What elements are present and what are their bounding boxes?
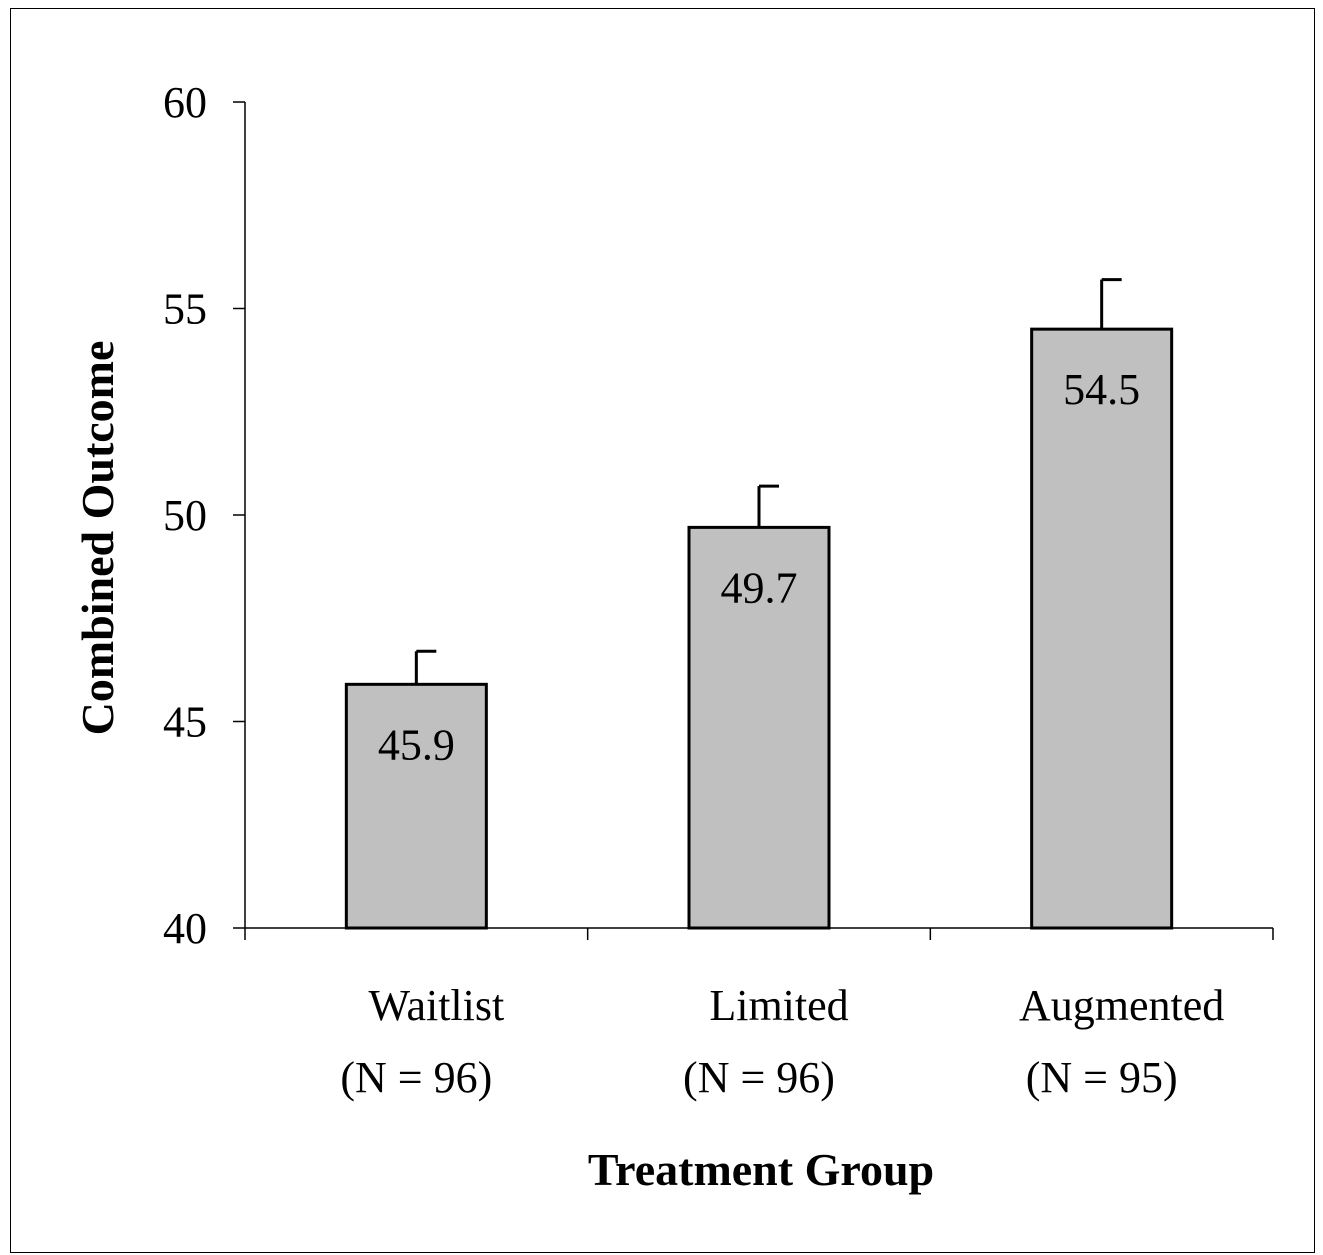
x-tick-label: Augmented <box>1019 981 1224 1030</box>
bar <box>1030 327 1174 930</box>
bar <box>687 525 831 930</box>
y-tick-label: 40 <box>163 904 207 953</box>
data-label: 49.7 <box>721 563 798 612</box>
x-tick-label: Waitlist <box>368 981 504 1030</box>
y-tick-label: 60 <box>163 78 207 127</box>
bar <box>344 682 488 930</box>
x-tick-sublabel: (N = 96) <box>683 1053 835 1102</box>
y-tick-label: 50 <box>163 491 207 540</box>
bars <box>344 278 1174 930</box>
y-tick-label: 45 <box>163 698 207 747</box>
y-axis-title: Combined Outcome <box>72 341 123 736</box>
data-label: 45.9 <box>378 720 455 769</box>
x-tick-label: Limited <box>709 981 848 1030</box>
x-tick-sublabel: (N = 96) <box>340 1053 492 1102</box>
data-label: 54.5 <box>1063 365 1140 414</box>
y-tick-label: 55 <box>163 285 207 334</box>
x-axis-title: Treatment Group <box>588 1144 934 1195</box>
labels: 45.9 Waitlist (N = 96) 49.7 Limited (N = 96) 5… <box>340 365 1224 1102</box>
x-tick-sublabel: (N = 95) <box>1026 1053 1178 1102</box>
